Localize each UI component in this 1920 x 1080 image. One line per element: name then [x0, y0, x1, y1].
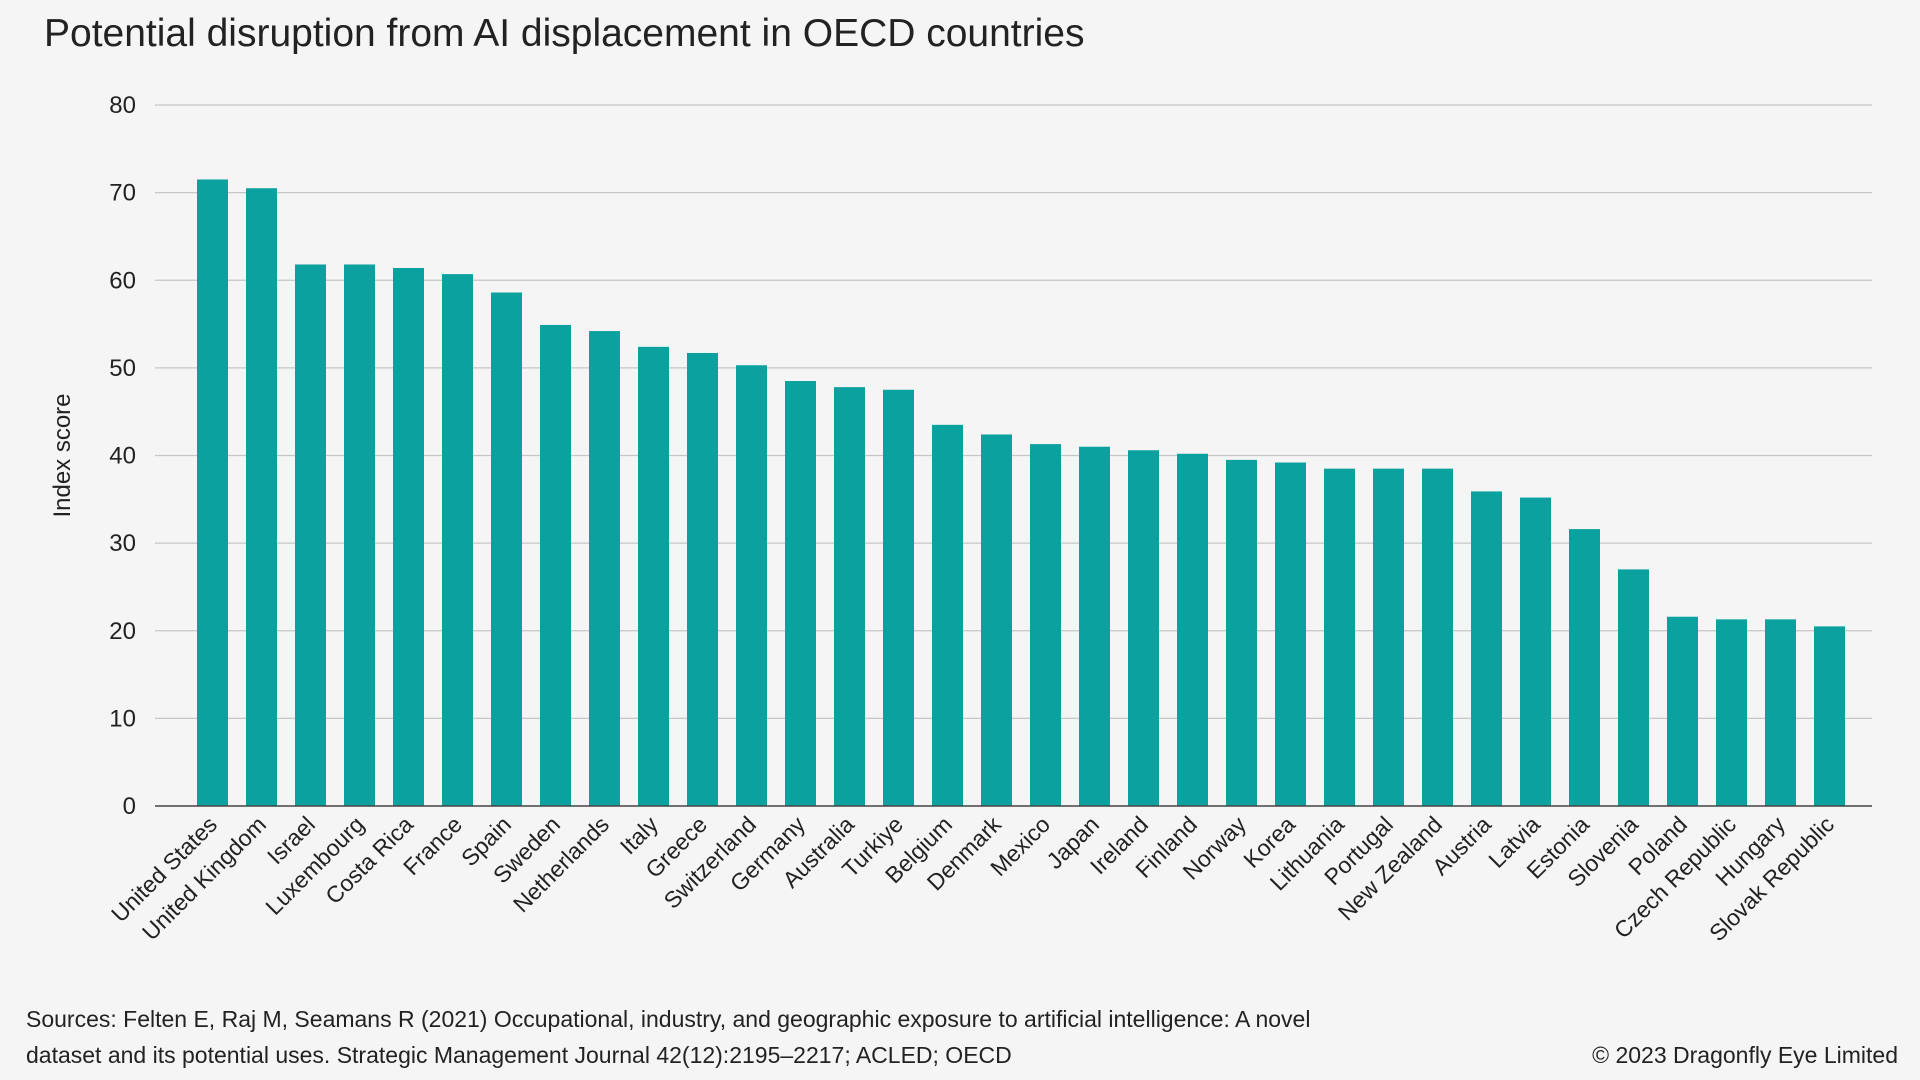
bar	[1765, 619, 1796, 806]
bar	[1373, 468, 1404, 806]
bar	[1471, 491, 1502, 806]
y-tick-label: 20	[109, 618, 136, 645]
bar	[1275, 462, 1306, 806]
bar	[1814, 626, 1845, 806]
bars	[197, 179, 1845, 807]
bar	[785, 381, 816, 806]
bar	[1667, 616, 1698, 806]
bar	[1716, 619, 1747, 806]
bar	[1569, 529, 1600, 806]
bar	[834, 387, 865, 806]
gridlines	[155, 104, 1872, 719]
y-tick-label: 60	[109, 267, 136, 294]
bar	[1520, 497, 1551, 806]
bar	[393, 267, 424, 806]
y-tick-label: 40	[109, 443, 136, 470]
y-tick-label: 10	[109, 705, 136, 732]
bar	[491, 292, 522, 807]
bar	[981, 434, 1012, 806]
bar	[197, 179, 228, 806]
bar	[1177, 453, 1208, 806]
bar	[1618, 569, 1649, 806]
y-tick-label: 50	[109, 355, 136, 382]
y-tick-label: 80	[109, 92, 136, 119]
bar	[1226, 459, 1257, 806]
bar	[540, 324, 571, 806]
y-tick-label: 0	[123, 793, 136, 820]
bar	[1128, 450, 1159, 806]
bar	[246, 188, 277, 806]
bar	[589, 331, 620, 806]
bar	[1422, 468, 1453, 806]
bar	[638, 346, 669, 806]
y-axis-ticks: 0 10 20 30 40 50 60 70 80	[109, 92, 136, 820]
chart-title: Potential disruption from AI displacemen…	[44, 12, 1085, 55]
bar	[736, 365, 767, 806]
y-axis-title: Index score	[49, 393, 76, 517]
bar	[1079, 446, 1110, 806]
bar	[344, 264, 375, 806]
y-tick-label: 30	[109, 530, 136, 557]
bar	[1324, 468, 1355, 806]
bar	[295, 264, 326, 806]
sources-note: Sources: Felten E, Raj M, Seamans R (202…	[26, 1006, 1311, 1068]
copyright-note: © 2023 Dragonfly Eye Limited	[1592, 1042, 1898, 1068]
bar	[442, 274, 473, 807]
bar	[932, 424, 963, 806]
y-tick-label: 70	[109, 180, 136, 207]
bar	[883, 389, 914, 806]
bar	[1030, 444, 1061, 806]
bar	[687, 352, 718, 806]
